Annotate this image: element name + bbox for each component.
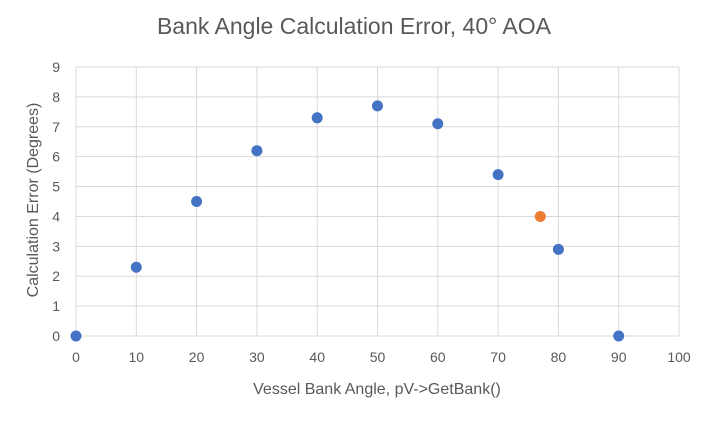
y-tick-label: 2 <box>52 268 60 284</box>
x-tick-label: 100 <box>667 349 691 365</box>
data-point-series-1 <box>552 243 564 255</box>
y-tick-label: 0 <box>52 328 60 344</box>
data-point-series-1 <box>251 145 263 157</box>
data-point-series-1 <box>311 112 323 124</box>
data-point-series-1 <box>372 100 383 112</box>
x-tick-label: 50 <box>370 349 386 365</box>
x-axis-title: Vessel Bank Angle, pV->GetBank() <box>253 381 501 398</box>
x-tick-label: 20 <box>189 349 205 365</box>
data-point-series-1 <box>613 330 625 342</box>
y-axis-ticks: 0 1 2 3 4 5 6 7 8 9 <box>52 59 60 344</box>
x-tick-label: 40 <box>309 349 325 365</box>
x-tick-label: 90 <box>611 349 627 365</box>
x-tick-label: 70 <box>490 349 506 365</box>
y-tick-label: 8 <box>52 89 60 105</box>
y-tick-label: 9 <box>52 59 60 75</box>
x-tick-label: 30 <box>249 349 265 365</box>
data-point-series-2 <box>534 210 546 222</box>
data-point-series-1 <box>191 196 203 207</box>
y-tick-label: 7 <box>52 119 60 135</box>
y-axis-title: Calculation Error (Degrees) <box>25 103 42 298</box>
x-tick-label: 80 <box>551 349 567 365</box>
data-point-series-1 <box>432 118 444 130</box>
data-point-series-1 <box>492 169 504 181</box>
data-points <box>70 100 625 342</box>
x-axis-ticks: 0 10 20 30 40 50 60 70 80 90 100 <box>72 349 691 365</box>
data-point-series-1 <box>130 261 142 273</box>
y-tick-label: 4 <box>52 208 60 224</box>
data-point-series-1 <box>70 330 82 342</box>
x-tick-label: 0 <box>72 349 80 365</box>
y-tick-label: 6 <box>52 149 60 165</box>
x-tick-label: 60 <box>430 349 446 365</box>
x-tick-label: 10 <box>129 349 145 365</box>
y-tick-label: 3 <box>52 238 60 254</box>
y-tick-label: 1 <box>52 298 60 314</box>
chart-title: Bank Angle Calculation Error, 40° AOA <box>157 13 552 39</box>
y-tick-label: 5 <box>52 179 60 195</box>
